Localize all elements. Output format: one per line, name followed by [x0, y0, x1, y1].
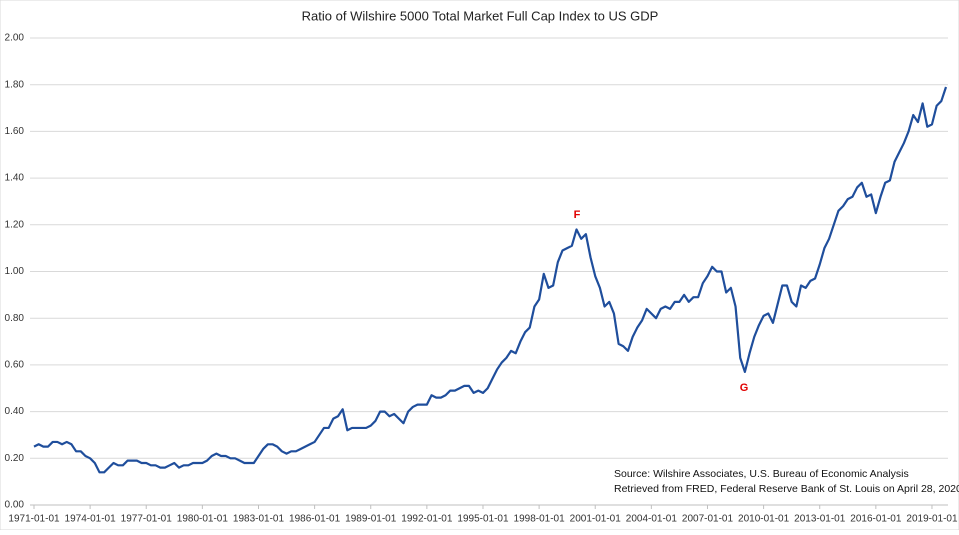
y-tick-label: 0.40: [5, 406, 25, 417]
x-tick-label: 2010-01-01: [738, 514, 790, 525]
x-tick-label: 1995-01-01: [457, 514, 509, 525]
y-tick-label: 1.80: [5, 79, 25, 90]
x-tick-label: 2001-01-01: [570, 514, 622, 525]
y-tick-label: 1.20: [5, 219, 25, 230]
y-tick-label: 0.20: [5, 453, 25, 464]
x-tick-label: 1998-01-01: [514, 514, 566, 525]
y-tick-label: 1.00: [5, 266, 25, 277]
x-tick-label: 1974-01-01: [65, 514, 117, 525]
x-tick-label: 1992-01-01: [401, 514, 453, 525]
x-tick-label: 1983-01-01: [233, 514, 285, 525]
series-line: [33, 86, 948, 474]
x-tick-label: 1980-01-01: [177, 514, 229, 525]
chart-title: Ratio of Wilshire 5000 Total Market Full…: [302, 8, 659, 23]
y-tick-label: 0.00: [5, 500, 25, 511]
x-tick-label: 2004-01-01: [626, 514, 678, 525]
x-tick-label: 1989-01-01: [345, 514, 397, 525]
x-tick-label: 1977-01-01: [121, 514, 173, 525]
x-tick-label: 2013-01-01: [794, 514, 846, 525]
y-tick-label: 1.60: [5, 126, 25, 137]
y-tick-label: 1.40: [5, 173, 25, 184]
x-tick-label: 2019-01-01: [906, 514, 958, 525]
annotation: G: [740, 382, 749, 394]
source-note: Source: Wilshire Associates, U.S. Bureau…: [614, 468, 909, 480]
annotation: F: [574, 209, 581, 221]
source-note: Retrieved from FRED, Federal Reserve Ban…: [614, 483, 959, 495]
y-tick-label: 0.80: [5, 313, 25, 324]
y-tick-label: 0.60: [5, 360, 25, 371]
x-tick-label: 2007-01-01: [682, 514, 734, 525]
x-tick-label: 1986-01-01: [289, 514, 341, 525]
x-tick-label: 1971-01-01: [8, 514, 60, 525]
x-tick-label: 2016-01-01: [850, 514, 902, 525]
y-tick-label: 2.00: [5, 33, 25, 44]
